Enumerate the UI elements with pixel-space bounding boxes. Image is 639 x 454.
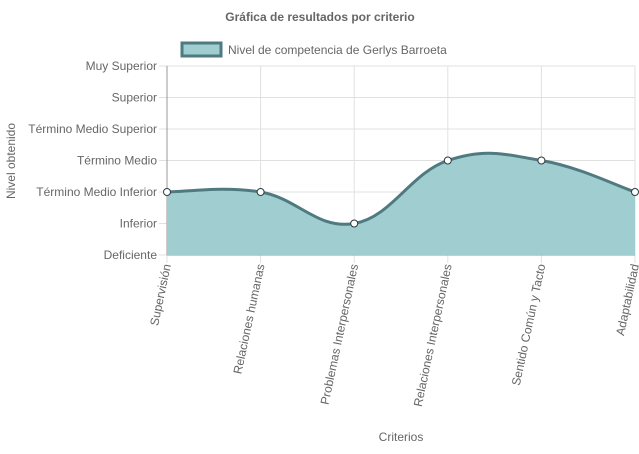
x-tick-label: Supervisión bbox=[147, 263, 174, 327]
y-tick-label: Superior bbox=[112, 91, 157, 105]
series-area bbox=[167, 153, 635, 255]
y-tick-label: Término Medio bbox=[77, 154, 157, 168]
x-tick-label: Problemas Interpersonales bbox=[318, 263, 362, 406]
data-point[interactable] bbox=[443, 156, 452, 165]
legend-swatch bbox=[180, 41, 223, 58]
x-tick-label: Relaciones Interpersonales bbox=[411, 263, 455, 408]
legend[interactable]: Nivel de competencia de Gerlys Barroeta bbox=[180, 41, 447, 58]
y-axis-ticks: Deficiente Inferior Término Medio Inferior… bbox=[28, 59, 157, 262]
y-tick-label: Muy Superior bbox=[86, 59, 157, 73]
y-tick-label: Término Medio Inferior bbox=[36, 185, 157, 199]
x-tick-label: Adaptabilidad bbox=[613, 263, 639, 337]
chart-title: Gráfica de resultados por criterio bbox=[225, 10, 414, 24]
x-tick-label: Sentido Común y Tacto bbox=[509, 262, 549, 386]
y-tick-label: Término Medio Superior bbox=[28, 122, 157, 136]
x-axis-ticks: Supervisión Relaciones humanas Problemas I… bbox=[147, 262, 639, 407]
data-point[interactable] bbox=[163, 188, 171, 196]
y-tick-label: Inferior bbox=[120, 217, 157, 231]
data-point[interactable] bbox=[537, 156, 546, 165]
series-line bbox=[166, 151, 636, 226]
data-point[interactable] bbox=[256, 188, 265, 196]
data-point[interactable] bbox=[350, 219, 359, 228]
x-axis-label: Criterios bbox=[379, 430, 424, 444]
data-point[interactable] bbox=[631, 188, 639, 196]
series-layer bbox=[163, 151, 639, 255]
y-axis-label: Nivel obtenido bbox=[4, 123, 18, 199]
legend-label: Nivel de competencia de Gerlys Barroeta bbox=[228, 43, 447, 57]
x-tick-label: Relaciones humanas bbox=[231, 263, 268, 376]
y-tick-label: Deficiente bbox=[104, 248, 158, 262]
